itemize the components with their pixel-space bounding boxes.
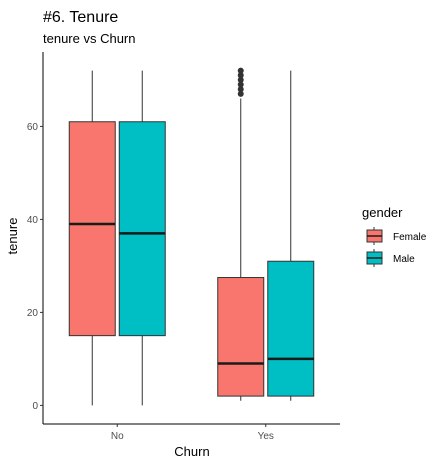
legend-item-male: Male <box>366 249 415 267</box>
legend-label: Female <box>393 232 427 243</box>
y-tick-label: 0 <box>32 401 38 412</box>
outlier-point <box>237 72 244 79</box>
plot-area: 0 20 40 60 No Yes <box>27 52 340 442</box>
y-tick-label: 40 <box>27 215 39 226</box>
outlier-point <box>237 86 244 93</box>
legend: gender Female Male <box>362 205 427 267</box>
chart-title: #6. Tenure <box>43 9 118 26</box>
y-tick-label: 20 <box>27 308 39 319</box>
x-tick-label: No <box>111 431 124 442</box>
x-axis-title: Churn <box>174 444 209 459</box>
box-rect <box>118 121 166 337</box>
box-rect <box>217 277 265 397</box>
legend-item-female: Female <box>366 227 427 245</box>
box-male-yes <box>267 70 315 401</box>
box-rect <box>267 260 315 397</box>
y-axis-title: tenure <box>5 218 20 255</box>
box-male-no <box>118 70 166 406</box>
legend-label: Male <box>393 254 415 265</box>
outlier-point <box>237 81 244 88</box>
legend-title: gender <box>362 205 403 220</box>
box-female-yes <box>217 67 265 401</box>
chart-subtitle: tenure vs Churn <box>43 31 136 46</box>
outlier-point <box>237 90 244 97</box>
outlier-point <box>237 76 244 83</box>
box-female-no <box>68 70 116 406</box>
y-tick-label: 60 <box>27 122 39 133</box>
box-rect <box>68 121 116 337</box>
outlier-point <box>237 67 244 74</box>
x-tick-label: Yes <box>258 431 274 442</box>
